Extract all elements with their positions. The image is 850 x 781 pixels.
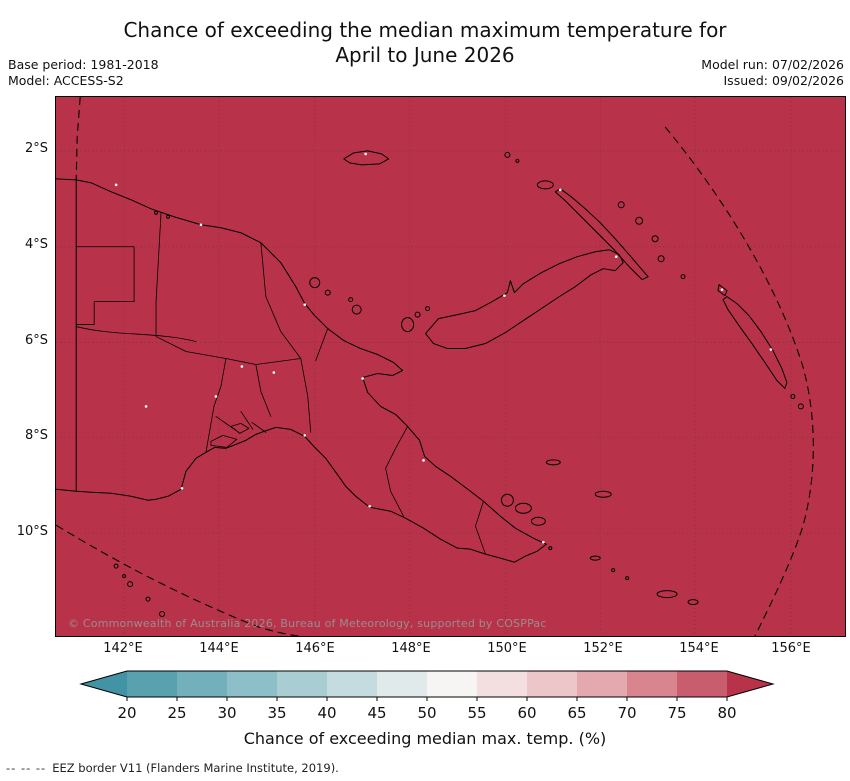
map-overlay-svg — [56, 97, 845, 636]
svg-text:25: 25 — [167, 704, 186, 722]
title-line-1: Chance of exceeding the median maximum t… — [123, 18, 727, 42]
model-metadata-right: Model run: 07/02/2026 Issued: 09/02/2026 — [701, 57, 844, 89]
svg-text:60: 60 — [517, 704, 536, 722]
lon-tick-156e: 156°E — [771, 641, 811, 656]
svg-text:30: 30 — [217, 704, 236, 722]
lon-tick-150e: 150°E — [487, 641, 527, 656]
lon-tick-142e: 142°E — [103, 641, 143, 656]
lat-tick-2s: 2°S — [24, 141, 48, 156]
svg-text:50: 50 — [417, 704, 436, 722]
lon-tick-152e: 152°E — [583, 641, 623, 656]
delta-islands — [210, 411, 267, 448]
province-borders — [75, 212, 486, 555]
svg-text:45: 45 — [367, 704, 386, 722]
svg-text:20: 20 — [117, 704, 136, 722]
lat-tick-6s: 6°S — [24, 333, 48, 348]
svg-text:35: 35 — [267, 704, 286, 722]
svg-text:65: 65 — [567, 704, 586, 722]
lat-tick-8s: 8°S — [24, 428, 48, 443]
svg-text:55: 55 — [467, 704, 486, 722]
lon-tick-146e: 146°E — [295, 641, 335, 656]
lat-tick-10s: 10°S — [16, 524, 48, 539]
coast-new-guinea — [56, 178, 547, 563]
svg-text:75: 75 — [667, 704, 686, 722]
eez-dash-sample: -- -- -- — [6, 761, 47, 775]
base-period-text: Base period: 1981-2018 — [8, 57, 159, 72]
eez-legend: -- -- -- EEZ border V11 (Flanders Marine … — [6, 761, 339, 775]
svg-text:40: 40 — [317, 704, 336, 722]
colorbar-svg: 20 25 30 35 40 45 50 55 60 65 70 75 80 — [79, 670, 775, 722]
title-line-2: April to June 2026 — [335, 43, 515, 67]
figure-title: Chance of exceeding the median maximum t… — [0, 18, 850, 68]
eez-border-lines — [56, 97, 814, 636]
coast-bougainville — [722, 296, 788, 389]
coastlines — [56, 150, 804, 618]
town-dots — [114, 152, 773, 544]
issued-date-text: Issued: 09/02/2026 — [723, 73, 845, 88]
model-run-text: Model run: 07/02/2026 — [701, 57, 844, 72]
svg-text:80: 80 — [717, 704, 736, 722]
copyright-text: © Commonwealth of Australia 2026, Bureau… — [68, 617, 547, 630]
svg-text:70: 70 — [617, 704, 636, 722]
lon-tick-144e: 144°E — [199, 641, 239, 656]
model-metadata-left: Base period: 1981-2018 Model: ACCESS-S2 — [8, 57, 159, 89]
lat-tick-4s: 4°S — [24, 237, 48, 252]
coast-manus — [343, 150, 390, 166]
lon-tick-154e: 154°E — [679, 641, 719, 656]
map-area: © Commonwealth of Australia 2026, Bureau… — [55, 96, 846, 637]
lon-tick-148e: 148°E — [391, 641, 431, 656]
eez-note-text: EEZ border V11 (Flanders Marine Institut… — [52, 761, 339, 775]
coast-new-ireland — [554, 188, 649, 281]
coast-new-britain — [425, 249, 624, 350]
graticule — [56, 97, 845, 636]
colorbar-label: Chance of exceeding median max. temp. (%… — [243, 729, 607, 748]
model-name-text: Model: ACCESS-S2 — [8, 73, 124, 88]
